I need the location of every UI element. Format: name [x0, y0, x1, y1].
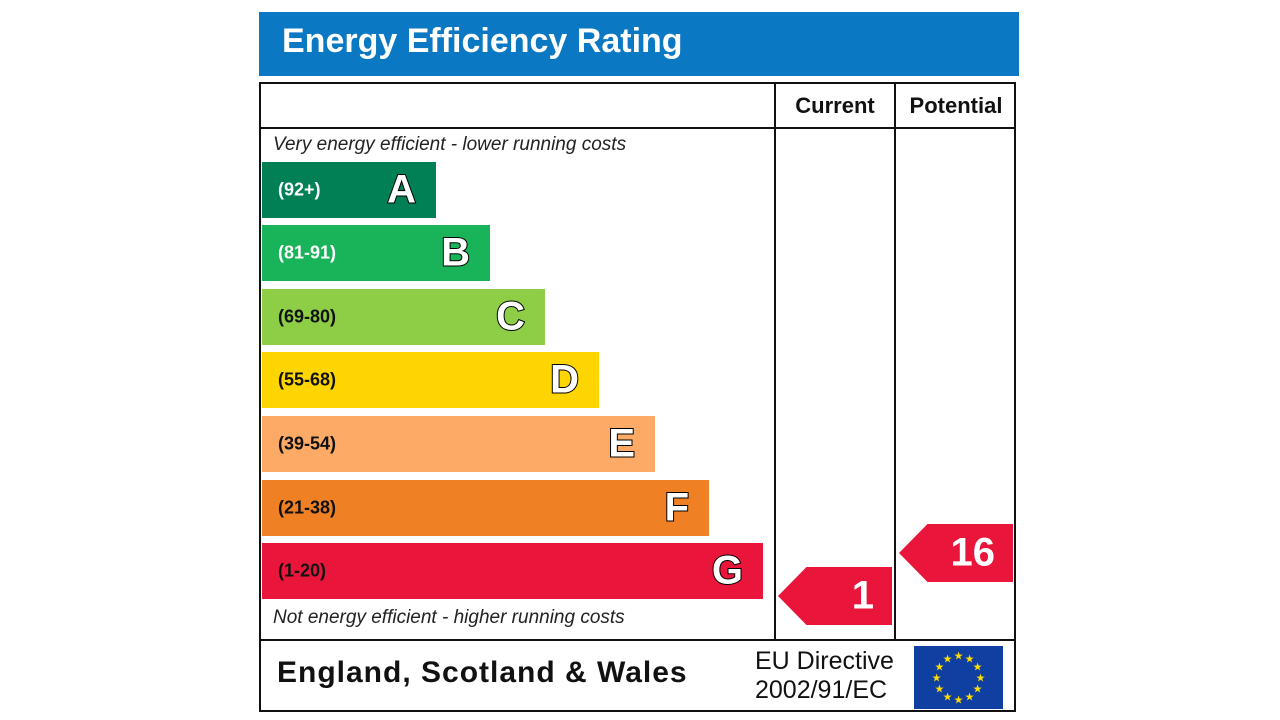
- potential-rating-value: 16: [950, 530, 996, 575]
- star-icon: ★: [943, 692, 953, 704]
- band-letter: F: [664, 485, 690, 531]
- star-icon: ★: [973, 684, 983, 696]
- eu-directive: EU Directive 2002/91/EC: [755, 647, 894, 705]
- band-range: (1-20): [278, 560, 327, 581]
- band-letter: C: [495, 294, 526, 340]
- band-range: (21-38): [278, 497, 337, 518]
- star-icon: ★: [965, 692, 975, 704]
- current-rating-arrow: 1: [778, 567, 892, 625]
- star-icon: ★: [935, 684, 945, 696]
- star-icon: ★: [973, 662, 983, 674]
- star-icon: ★: [965, 653, 975, 665]
- band-bar-c: (69-80) C: [262, 289, 545, 345]
- footer-divider: [260, 639, 1016, 641]
- column-header-potential: Potential: [909, 93, 1003, 118]
- potential-rating-arrow: 16: [899, 524, 1013, 582]
- rating-table: [259, 82, 1016, 712]
- band-range: (39-54): [278, 433, 337, 454]
- band-letter: D: [549, 357, 580, 403]
- band-bar-f: (21-38) F: [262, 480, 709, 536]
- header-divider: [260, 127, 1016, 129]
- chart-title: Energy Efficiency Rating: [282, 22, 683, 60]
- star-icon: ★: [954, 651, 964, 663]
- column-divider: [894, 83, 896, 641]
- band-letter: B: [440, 230, 471, 276]
- band-bar-b: (81-91) B: [262, 225, 490, 281]
- column-divider: [774, 83, 776, 641]
- eu-flag-icon: ★ ★ ★ ★ ★ ★ ★ ★ ★ ★ ★ ★: [914, 646, 1003, 709]
- band-range: (69-80): [278, 306, 337, 327]
- band-bar-g: (1-20) G: [262, 543, 763, 599]
- star-icon: ★: [954, 695, 964, 707]
- band-bar-d: (55-68) D: [262, 352, 599, 408]
- band-range: (81-91): [278, 242, 337, 263]
- star-icon: ★: [976, 673, 986, 685]
- star-icon: ★: [935, 662, 945, 674]
- band-bar-e: (39-54) E: [262, 416, 655, 472]
- top-note: Very energy efficient - lower running co…: [273, 134, 627, 155]
- bottom-note: Not energy efficient - higher running co…: [273, 607, 625, 628]
- region-label: England, Scotland & Wales: [277, 656, 688, 689]
- band-bar-a: (92+) A: [262, 162, 436, 218]
- star-icon: ★: [943, 653, 953, 665]
- band-letter: A: [386, 167, 417, 213]
- band-range: (55-68): [278, 369, 337, 390]
- eu-directive-line2: 2002/91/EC: [755, 676, 888, 704]
- band-range: (92+): [278, 179, 321, 200]
- band-letter: E: [607, 421, 636, 467]
- column-header-current: Current: [795, 93, 875, 118]
- title-bar: Energy Efficiency Rating: [259, 12, 1019, 76]
- current-rating-value: 1: [851, 573, 874, 618]
- band-letter: G: [711, 548, 744, 594]
- star-icon: ★: [932, 673, 942, 685]
- eu-directive-line1: EU Directive: [755, 647, 894, 675]
